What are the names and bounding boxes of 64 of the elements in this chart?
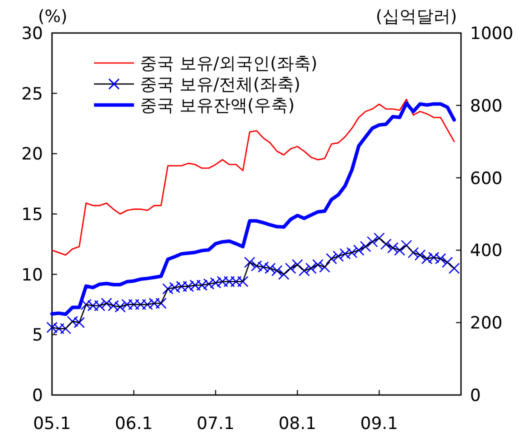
y2-tick-label: 800	[470, 96, 502, 116]
y-tick-label: 20	[21, 144, 43, 165]
point	[353, 244, 364, 256]
point	[305, 262, 317, 274]
y2-tick-label: 1000	[470, 24, 514, 44]
x-tick-label: 08.1	[278, 414, 316, 434]
point	[394, 244, 406, 256]
x-tick-label: 05.1	[33, 414, 71, 434]
point	[210, 277, 222, 288]
point	[244, 256, 256, 268]
point	[332, 250, 344, 262]
y2-axis-title: (십억달러)	[376, 7, 457, 27]
point	[66, 316, 78, 327]
y2-tick-label: 400	[470, 241, 502, 262]
y-tick-label: 0	[32, 386, 43, 406]
y-tick-label: 15	[21, 205, 43, 225]
point	[319, 261, 330, 273]
point	[258, 261, 269, 273]
y-axis-title: (%)	[38, 7, 68, 27]
point	[108, 300, 119, 312]
y2-tick-label: 0	[470, 386, 481, 406]
point	[100, 298, 112, 309]
point	[312, 259, 324, 270]
point	[298, 265, 310, 276]
point	[162, 283, 174, 294]
point	[326, 253, 338, 264]
point	[428, 252, 440, 264]
point	[448, 262, 460, 274]
legend-label: 중국 보유/전체(좌축)	[140, 75, 300, 95]
point	[169, 282, 180, 294]
point	[284, 262, 296, 274]
y-tick-label: 5	[32, 326, 43, 346]
y-tick-label: 30	[21, 24, 43, 44]
point	[46, 322, 58, 334]
point	[434, 253, 446, 264]
legend-label: 중국 보유/외국인(좌축)	[140, 54, 318, 74]
point	[414, 249, 426, 261]
legend-label: 중국 보유잔액(우축)	[140, 96, 295, 116]
point	[366, 236, 378, 248]
point	[340, 248, 351, 260]
point	[250, 260, 262, 272]
point	[442, 256, 453, 268]
point	[278, 268, 290, 280]
point	[380, 238, 392, 250]
y-tick-label: 10	[21, 265, 43, 286]
point	[114, 301, 126, 313]
y-tick-label: 25	[21, 84, 43, 104]
x-tick-label: 09.1	[360, 414, 398, 434]
y2-tick-label: 600	[470, 168, 502, 189]
point	[360, 240, 372, 252]
point	[80, 298, 92, 310]
point	[374, 232, 385, 244]
y2-tick-label: 200	[470, 314, 502, 334]
point	[408, 247, 419, 258]
point	[387, 242, 398, 254]
point	[421, 253, 433, 264]
point	[74, 317, 85, 328]
x-tick-label: 07.1	[196, 414, 235, 434]
x-tick-label: 06.1	[114, 414, 153, 434]
point	[203, 278, 214, 290]
point	[264, 262, 276, 274]
point	[292, 259, 303, 270]
point	[271, 265, 283, 276]
point	[346, 247, 358, 258]
